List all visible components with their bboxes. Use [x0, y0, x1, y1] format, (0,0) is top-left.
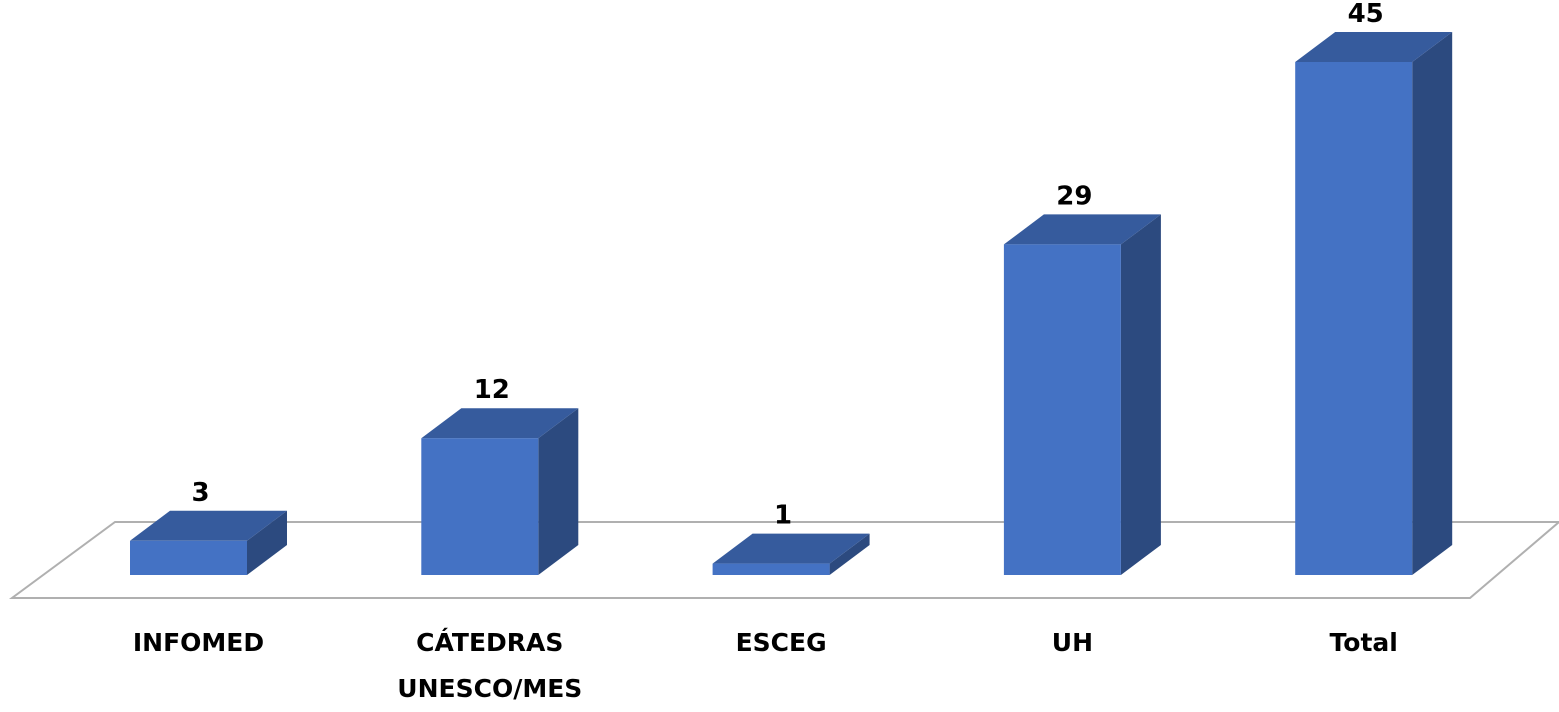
bar-side	[829, 533, 870, 575]
bar-front	[1295, 62, 1413, 575]
bar-top	[712, 533, 870, 564]
bar-side	[538, 408, 579, 575]
x-tick-label: INFOMED	[132, 628, 265, 657]
bar-front	[1003, 244, 1121, 575]
value-label: 12	[474, 375, 510, 405]
value-label: 29	[1056, 181, 1092, 211]
bar-top	[1003, 214, 1161, 245]
x-tick-label: ESCEG	[735, 628, 827, 657]
bar	[1003, 214, 1161, 575]
bar-front	[130, 540, 247, 575]
bar-side	[1120, 214, 1161, 575]
value-label: 3	[191, 478, 209, 508]
bar-top	[1295, 32, 1453, 62]
bar-side	[247, 510, 287, 575]
x-tick-label: UH	[1051, 628, 1093, 657]
x-tick-label: Total	[1329, 628, 1398, 657]
bar	[712, 533, 870, 575]
bar	[1295, 32, 1453, 575]
bar	[130, 510, 287, 575]
bar-front	[421, 438, 539, 575]
bar	[421, 408, 579, 575]
bar-side	[1412, 32, 1453, 575]
bar-top	[421, 408, 579, 439]
x-tick-label: CÁTEDRAS UNESCO/MES	[397, 628, 583, 703]
bar-top	[130, 510, 287, 541]
value-label: 45	[1348, 0, 1384, 29]
bar-front	[712, 563, 830, 575]
value-label: 1	[774, 501, 792, 531]
